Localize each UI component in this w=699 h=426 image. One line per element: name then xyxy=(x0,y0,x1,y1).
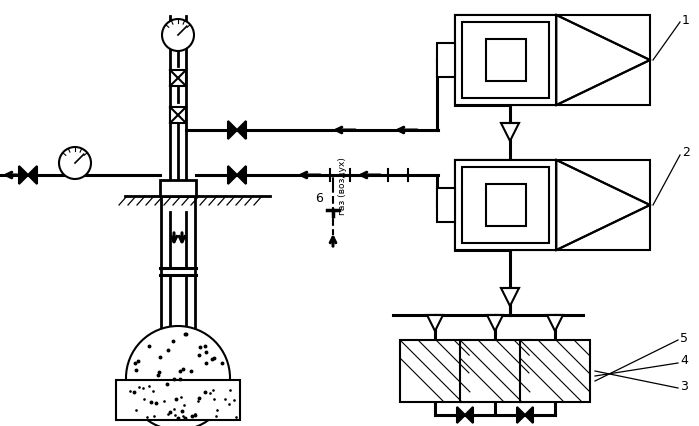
Polygon shape xyxy=(19,166,28,184)
Text: 3: 3 xyxy=(680,380,688,392)
Polygon shape xyxy=(487,315,503,331)
Polygon shape xyxy=(525,407,533,423)
Bar xyxy=(462,22,549,98)
Polygon shape xyxy=(237,121,246,139)
Bar xyxy=(437,188,455,222)
Bar xyxy=(170,107,186,123)
Bar xyxy=(455,15,556,105)
Bar xyxy=(170,70,186,86)
Circle shape xyxy=(126,326,230,426)
Text: 4: 4 xyxy=(680,354,688,368)
Polygon shape xyxy=(228,166,237,184)
Text: 6: 6 xyxy=(315,192,323,205)
Bar xyxy=(487,39,526,81)
Bar xyxy=(455,15,650,105)
Text: 5: 5 xyxy=(680,331,688,345)
Polygon shape xyxy=(28,166,37,184)
Circle shape xyxy=(162,19,194,51)
Bar xyxy=(400,340,470,402)
Polygon shape xyxy=(237,166,246,184)
Bar xyxy=(455,160,556,250)
Polygon shape xyxy=(547,315,563,331)
Text: газ (воздух): газ (воздух) xyxy=(338,157,347,215)
Polygon shape xyxy=(465,407,473,423)
Polygon shape xyxy=(457,407,465,423)
Polygon shape xyxy=(501,288,519,306)
Bar xyxy=(160,180,196,196)
Polygon shape xyxy=(427,315,443,331)
Bar xyxy=(455,160,650,250)
Polygon shape xyxy=(556,15,650,105)
Polygon shape xyxy=(556,160,650,250)
Bar xyxy=(460,340,530,402)
Polygon shape xyxy=(228,121,237,139)
Polygon shape xyxy=(501,123,519,141)
Text: 2: 2 xyxy=(682,147,690,159)
Bar xyxy=(520,340,590,402)
Bar xyxy=(437,43,455,77)
Polygon shape xyxy=(517,407,525,423)
Bar xyxy=(462,167,549,243)
Text: 1: 1 xyxy=(682,14,690,26)
Circle shape xyxy=(59,147,91,179)
Bar xyxy=(116,380,240,420)
Bar xyxy=(487,184,526,226)
